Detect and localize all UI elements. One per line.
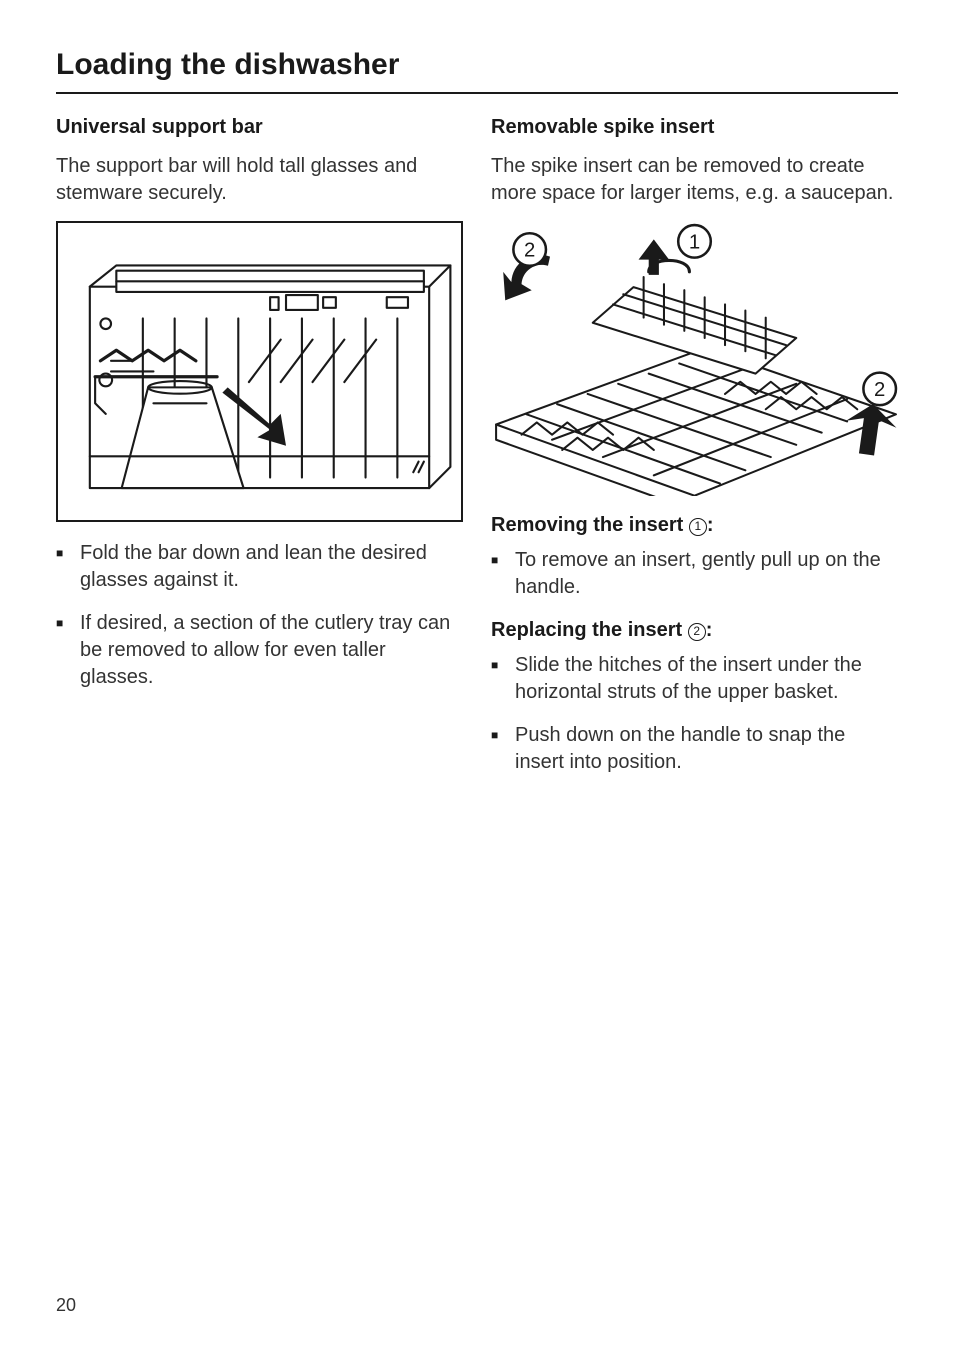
page-title: Loading the dishwasher [56,48,898,94]
remove-heading-suffix: : [707,514,714,536]
circled-number-2: 2 [688,623,706,641]
list-item: Fold the bar down and lean the desired g… [56,540,463,594]
right-column: Removable spike insert The spike insert … [491,116,898,792]
replace-bullet-list: Slide the hitches of the insert under th… [491,652,898,776]
left-column: Universal support bar The support bar wi… [56,116,463,792]
left-bullet-list: Fold the bar down and lean the desired g… [56,540,463,691]
page-number: 20 [56,1295,76,1316]
content-columns: Universal support bar The support bar wi… [56,116,898,792]
right-intro-text: The spike insert can be removed to creat… [491,153,898,207]
remove-bullet-list: To remove an insert, gently pull up on t… [491,547,898,601]
callout-2b: 2 [874,379,885,401]
replace-insert-heading: Replacing the insert 2: [491,619,898,642]
right-section-heading: Removable spike insert [491,116,898,139]
callout-2a: 2 [524,240,535,262]
replace-heading-suffix: : [706,619,713,641]
remove-insert-heading: Removing the insert 1: [491,514,898,537]
circled-number-1: 1 [689,518,707,536]
list-item: Push down on the handle to snap the inse… [491,722,898,776]
support-bar-figure [56,221,463,522]
left-section-heading: Universal support bar [56,116,463,139]
replace-heading-prefix: Replacing the insert [491,619,688,641]
remove-heading-prefix: Removing the insert [491,514,689,536]
manual-page: Loading the dishwasher Universal support… [0,0,954,1352]
callout-1: 1 [689,231,700,253]
support-bar-svg [58,223,461,520]
left-intro-text: The support bar will hold tall glasses a… [56,153,463,207]
list-item: If desired, a section of the cutlery tra… [56,610,463,691]
spike-insert-figure: 1 2 2 [491,221,898,496]
list-item: To remove an insert, gently pull up on t… [491,547,898,601]
spike-insert-svg: 1 2 2 [491,221,898,496]
list-item: Slide the hitches of the insert under th… [491,652,898,706]
